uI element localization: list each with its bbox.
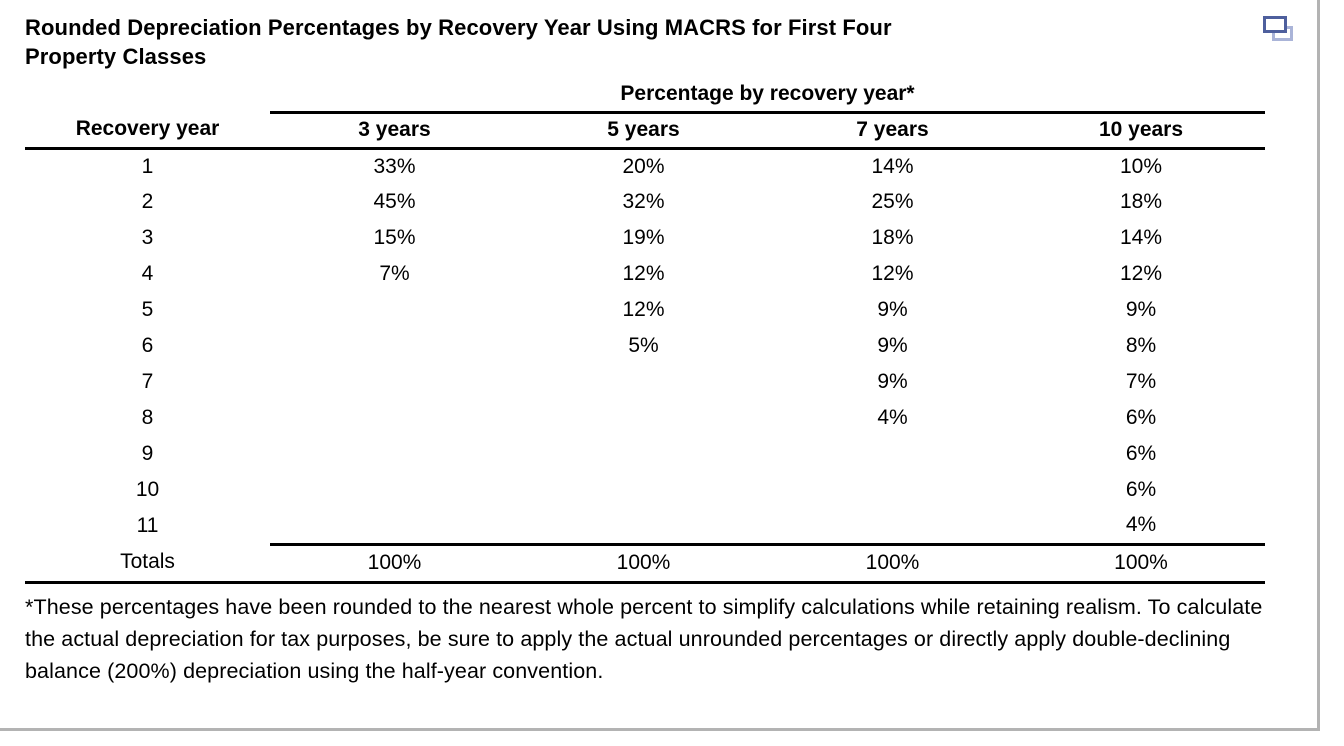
table-row: 10 6% <box>25 472 1265 508</box>
value-cell: 4% <box>877 406 908 429</box>
table-title: Rounded Depreciation Percentages by Reco… <box>25 15 892 69</box>
table-row: 7 9% 7% <box>25 364 1265 400</box>
value-cell: 5% <box>628 334 659 357</box>
value-cell: 33% <box>373 154 416 178</box>
value-cell: 19% <box>622 226 665 249</box>
value-cell <box>519 508 768 544</box>
totals-label: Totals <box>25 544 270 584</box>
duplicate-window-icon-front <box>1263 16 1287 33</box>
recovery-year-cell: 1 <box>141 154 154 178</box>
totals-row: Totals 100% 100% 100% 100% <box>25 542 1265 584</box>
value-cell: 12% <box>1119 262 1163 285</box>
value-cell: 6% <box>1125 442 1157 465</box>
value-cell: 45% <box>373 190 416 213</box>
col-header-10-years: 10 years <box>1017 112 1265 150</box>
macrs-depreciation-table: Percentage by recovery year* Recovery ye… <box>25 79 1265 584</box>
value-cell: 12% <box>622 262 665 285</box>
spanner-header: Percentage by recovery year* <box>270 79 1265 114</box>
recovery-year-cell: 8 <box>141 406 154 429</box>
table-row: 4 7% 12% 12% 12% <box>25 256 1265 292</box>
recovery-year-cell: 10 <box>135 478 160 501</box>
value-cell: 9% <box>877 370 908 393</box>
column-header-row: Recovery year 3 years 5 years 7 years 10… <box>25 112 1265 150</box>
value-cell: 14% <box>871 154 914 178</box>
recovery-year-cell: 7 <box>141 370 154 393</box>
content-panel: Rounded Depreciation Percentages by Reco… <box>0 0 1320 731</box>
spanner-header-row: Percentage by recovery year* <box>25 79 1265 114</box>
value-cell: 8% <box>1125 334 1157 357</box>
value-cell: 20% <box>622 154 665 178</box>
totals-value-cell: 100% <box>519 542 768 584</box>
value-cell: 4% <box>1125 513 1157 537</box>
value-cell <box>768 472 1017 508</box>
value-cell: 15% <box>373 226 416 249</box>
col-header-5-years: 5 years <box>519 112 768 150</box>
table-row: 11 4% <box>25 508 1265 544</box>
totals-value-cell: 100% <box>768 542 1017 584</box>
table-row: 9 6% <box>25 436 1265 472</box>
value-cell: 25% <box>871 190 914 213</box>
value-cell: 9% <box>1125 298 1157 321</box>
value-cell <box>519 436 768 472</box>
table-row: 8 4% 6% <box>25 400 1265 436</box>
value-cell: 32% <box>622 190 665 213</box>
value-cell <box>270 292 519 328</box>
recovery-year-cell: 6 <box>141 334 154 357</box>
recovery-year-cell: 4 <box>141 262 154 285</box>
value-cell: 9% <box>877 298 908 321</box>
value-cell: 18% <box>871 226 914 249</box>
value-cell: 14% <box>1119 226 1163 249</box>
table-row: 3 15% 19% 18% 14% <box>25 220 1265 256</box>
recovery-year-cell: 9 <box>141 442 154 465</box>
col-header-recovery-year: Recovery year <box>25 112 270 150</box>
value-cell: 6% <box>1125 406 1157 429</box>
table-row: 1 33% 20% 14% 10% <box>25 148 1265 184</box>
recovery-year-cell: 3 <box>141 226 154 249</box>
recovery-year-cell: 5 <box>141 298 154 321</box>
value-cell: 18% <box>1119 190 1163 213</box>
value-cell: 12% <box>622 298 665 321</box>
value-cell <box>270 472 519 508</box>
recovery-year-cell: 2 <box>141 190 154 213</box>
col-header-7-years: 7 years <box>768 112 1017 150</box>
col-header-3-years: 3 years <box>270 112 519 150</box>
table-row: 6 5% 9% 8% <box>25 328 1265 364</box>
table-row: 2 45% 32% 25% 18% <box>25 184 1265 220</box>
value-cell <box>270 364 519 400</box>
value-cell: 10% <box>1119 154 1163 178</box>
table-footnote: *These percentages have been rounded to … <box>25 594 1263 683</box>
value-cell: 6% <box>1125 478 1157 501</box>
spanner-empty-cell <box>25 79 270 112</box>
value-cell: 9% <box>877 334 908 357</box>
value-cell <box>270 508 519 544</box>
value-cell <box>519 400 768 436</box>
value-cell <box>270 436 519 472</box>
recovery-year-cell: 11 <box>136 514 159 537</box>
value-cell: 7% <box>379 262 410 285</box>
value-cell <box>519 364 768 400</box>
value-cell: 12% <box>871 262 914 285</box>
duplicate-window-icon[interactable] <box>1263 16 1297 44</box>
value-cell <box>519 472 768 508</box>
value-cell: 7% <box>1125 370 1157 393</box>
totals-value-cell: 100% <box>1017 542 1265 584</box>
value-cell <box>270 400 519 436</box>
value-cell <box>270 328 519 364</box>
table-row: 5 12% 9% 9% <box>25 292 1265 328</box>
value-cell <box>768 436 1017 472</box>
totals-value-cell: 100% <box>270 542 519 584</box>
value-cell <box>768 508 1017 544</box>
